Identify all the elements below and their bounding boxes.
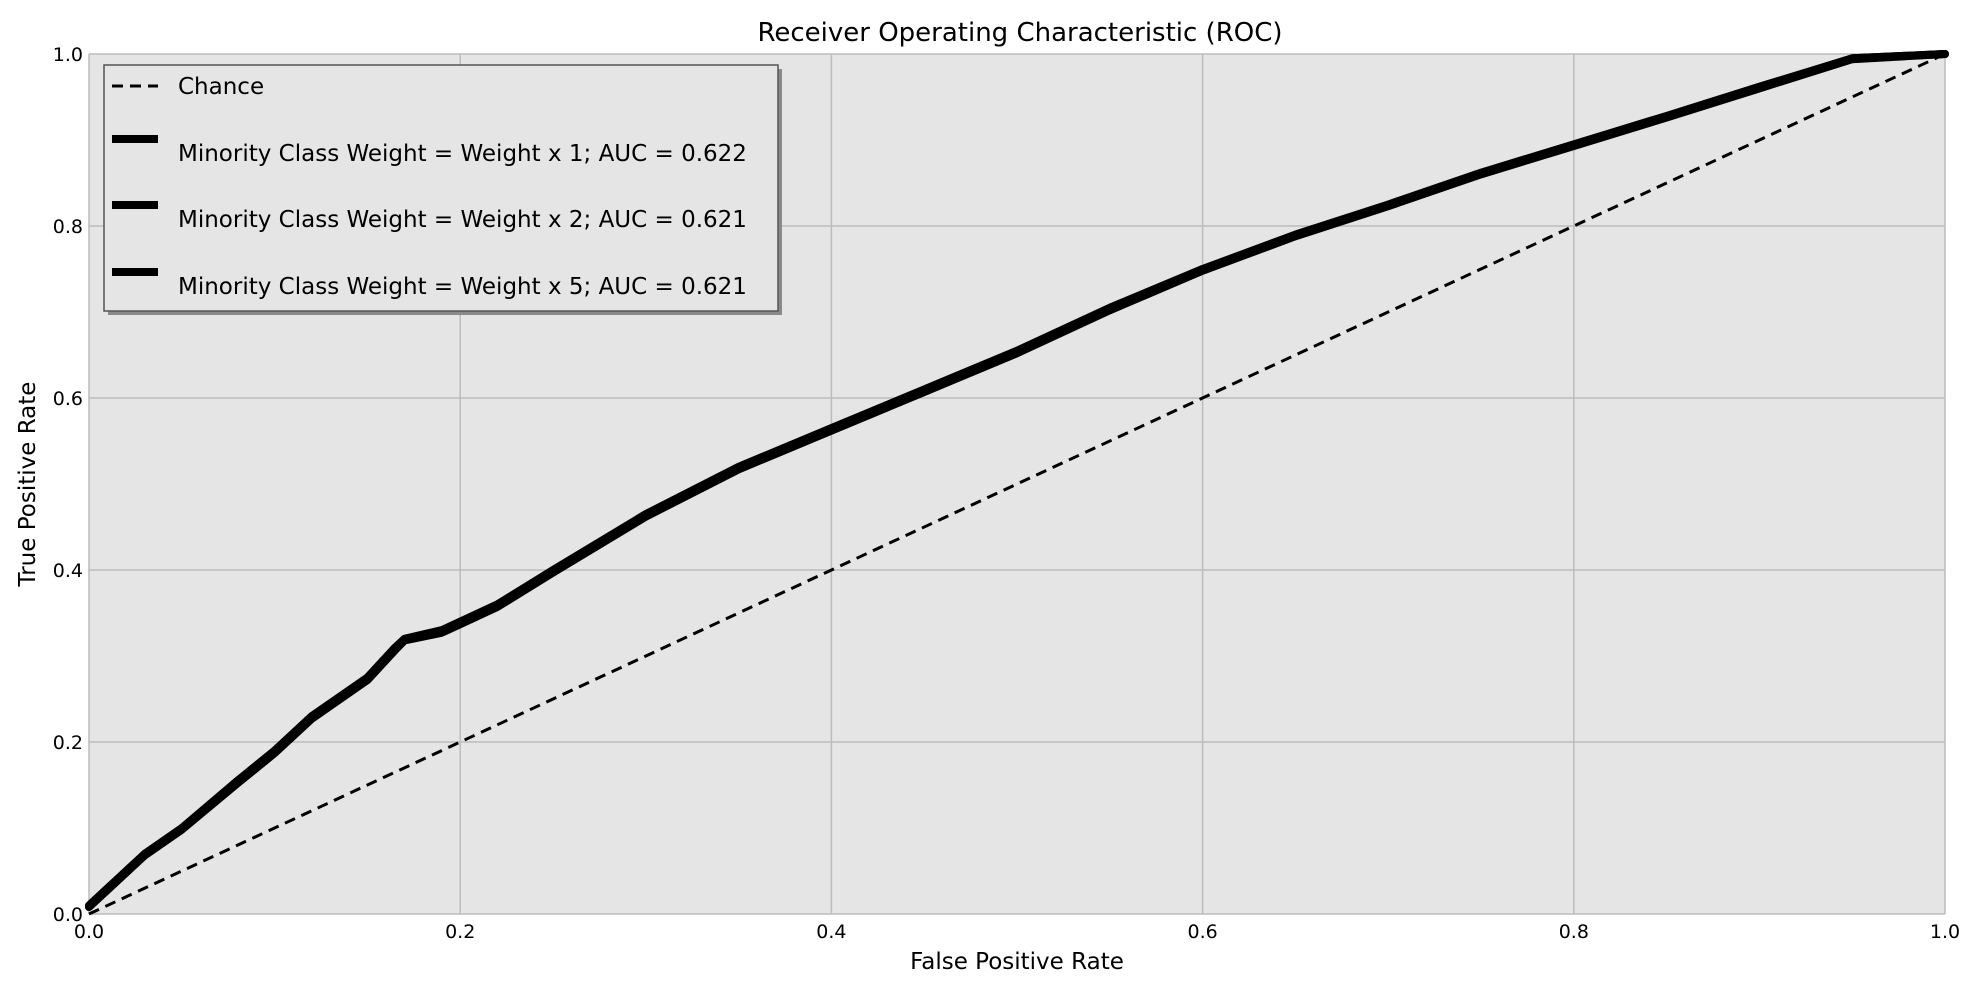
x-tick-label: 0.0 [74,921,104,943]
legend-box [103,64,779,312]
x-axis-label: False Positive Rate [910,949,1124,975]
x-tick-label: 0.6 [1187,921,1217,943]
legend-label: Minority Class Weight = Weight x 1; AUC … [178,141,747,167]
y-axis-ticks: 0.0 0.2 0.4 0.6 0.8 1.0 [53,44,83,926]
x-axis-ticks: 0.0 0.2 0.4 0.6 0.8 1.0 [74,921,1960,943]
x-tick-label: 0.2 [445,921,475,943]
y-tick-label: 0.2 [53,732,83,754]
series-lines [85,50,1949,916]
legend-item: Minority Class Weight = Weight x 1; AUC … [112,135,747,167]
legend: Chance Minority Class Weight = Weight x 1… [103,64,782,315]
roc-curve-3 [85,50,1949,911]
legend-label: Chance [178,74,264,100]
y-tick-label: 1.0 [53,44,83,66]
gridlines [88,53,1946,915]
x-tick-label: 0.4 [816,921,846,943]
legend-item: Minority Class Weight = Weight x 5; AUC … [112,268,747,300]
x-tick-label: 0.8 [1559,921,1589,943]
chart-title: Receiver Operating Characteristic (ROC) [757,18,1282,48]
legend-item: Chance [112,74,264,100]
legend-label: Minority Class Weight = Weight x 2; AUC … [178,207,747,233]
y-tick-label: 0.8 [53,216,83,238]
y-tick-label: 0.0 [53,904,83,926]
legend-item: Minority Class Weight = Weight x 2; AUC … [112,201,747,233]
y-axis-label: True Positive Rate [15,382,41,588]
legend-label: Minority Class Weight = Weight x 5; AUC … [178,274,747,300]
y-tick-label: 0.4 [53,560,83,582]
y-tick-label: 0.6 [53,388,83,410]
x-tick-label: 1.0 [1930,921,1960,943]
